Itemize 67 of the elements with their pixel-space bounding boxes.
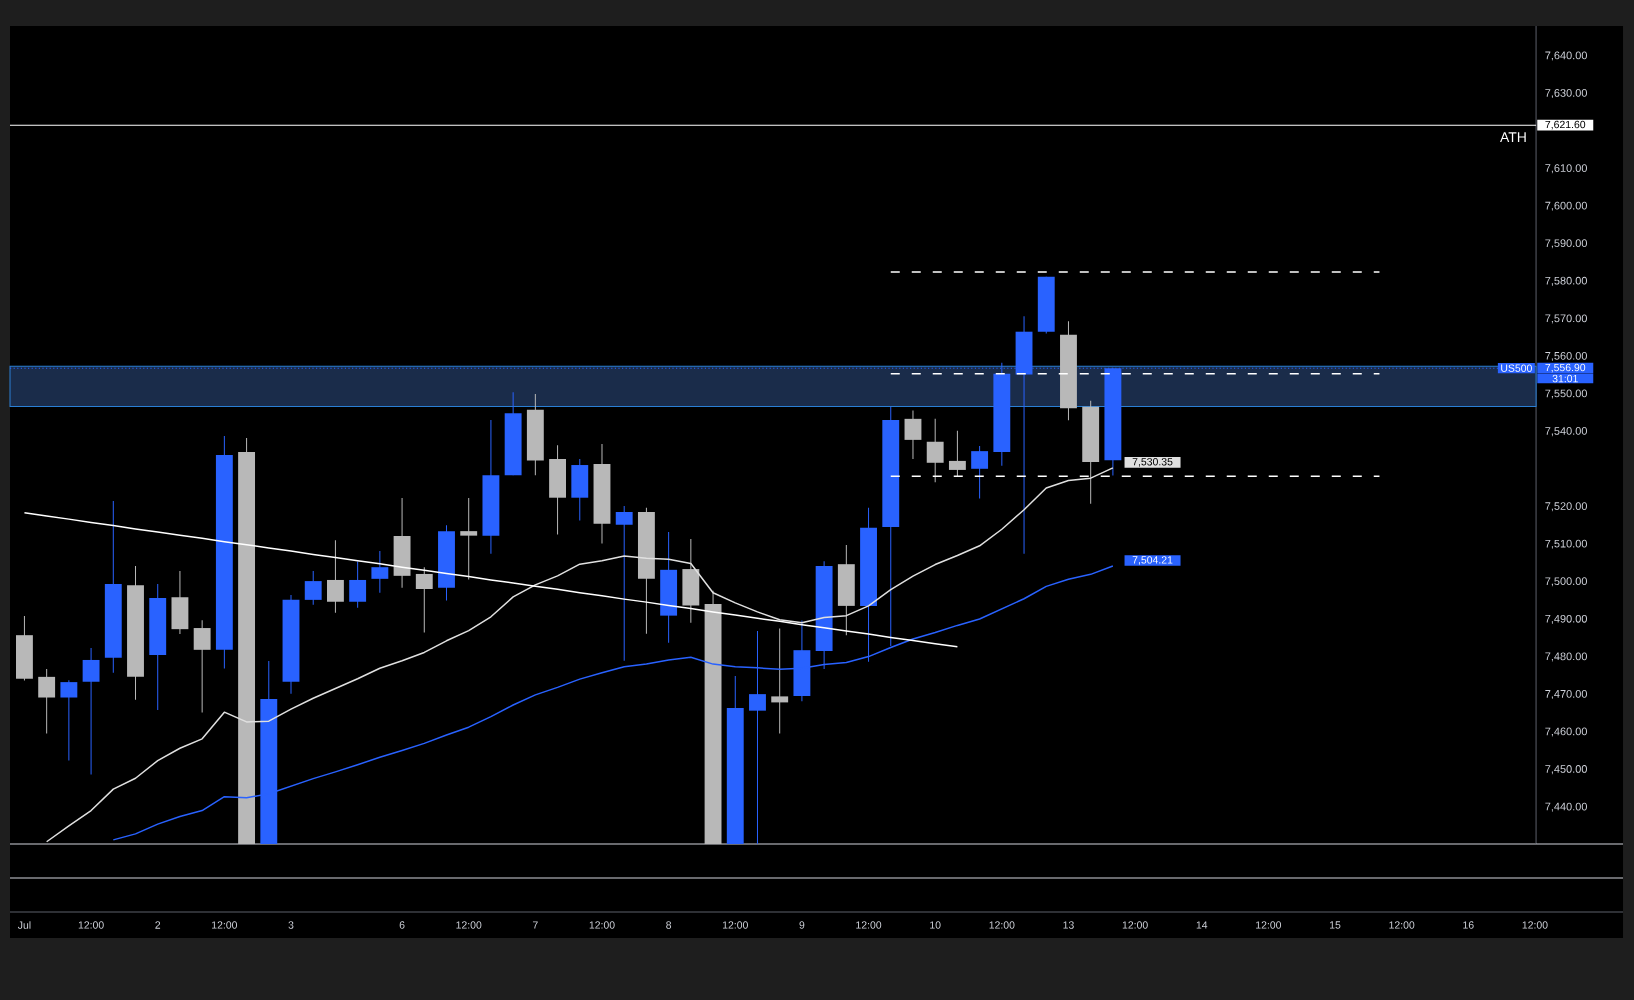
x-tick-label: 12:00	[1256, 921, 1282, 929]
x-tick-label: 14	[1196, 921, 1208, 929]
y-tick-label: 7,480.00	[1545, 652, 1587, 662]
y-tick-label: 7,540.00	[1545, 427, 1587, 437]
ref-line-label: US500	[1501, 364, 1532, 372]
x-tick-label: 12:00	[1522, 921, 1548, 929]
candlestick	[904, 410, 922, 460]
candlestick	[60, 679, 78, 762]
x-tick-label: 12:00	[989, 921, 1015, 929]
y-tick-label: 7,610.00	[1545, 164, 1587, 174]
candlestick	[771, 627, 789, 735]
x-tick-label: 13	[1063, 921, 1074, 929]
candlestick	[38, 668, 56, 735]
y-tick-label: 7,490.00	[1545, 614, 1587, 624]
x-tick-label: 12:00	[1122, 921, 1148, 929]
x-tick-label: 12:00	[212, 921, 238, 929]
candlestick	[926, 418, 944, 483]
candlestick	[615, 505, 633, 662]
y-tick-label: 7,640.00	[1545, 51, 1587, 61]
candlestick	[349, 561, 367, 609]
x-tick-label: 9	[799, 921, 805, 929]
x-tick-label: 12:00	[856, 921, 882, 929]
text: 31:01	[1552, 374, 1578, 383]
x-tick-label: 16	[1463, 921, 1474, 929]
y-tick-label: 7,600.00	[1545, 201, 1587, 211]
candlestick	[371, 550, 389, 594]
y-tick-label: 7,500.00	[1545, 577, 1587, 587]
x-tick-label: Jul	[17, 921, 31, 929]
candlestick	[971, 445, 989, 499]
x-tick-label: 6	[399, 921, 405, 929]
data-label: 7,504.21	[1132, 556, 1173, 565]
y-tick-label: 7,510.00	[1545, 539, 1587, 549]
candlestick	[460, 497, 478, 581]
x-tick-label: 15	[1330, 921, 1341, 929]
y-tick-label: 7,450.00	[1545, 765, 1587, 775]
text: 7,621.60	[1545, 120, 1586, 130]
x-tick-label: 3	[288, 921, 294, 929]
candlestick	[326, 539, 344, 614]
y-tick-label: 7,630.00	[1545, 89, 1587, 99]
candlestick	[304, 570, 322, 606]
candlestick	[948, 430, 966, 478]
line-series	[23, 511, 959, 648]
x-tick-label: 12:00	[78, 921, 104, 929]
y-tick-label: 7,520.00	[1545, 502, 1587, 512]
x-tick-label: 12:00	[456, 921, 482, 929]
line-series	[45, 467, 1114, 843]
x-tick-label: 12:00	[722, 921, 748, 929]
data-label: 7,530.35	[1132, 458, 1173, 467]
y-tick-label: 7,470.00	[1545, 690, 1587, 700]
y-tick-label: 7,460.00	[1545, 727, 1587, 737]
x-tick-label: 12:00	[1389, 921, 1415, 929]
y-tick-label: 7,590.00	[1545, 239, 1587, 249]
y-tick-label: 7,550.00	[1545, 389, 1587, 399]
x-tick-label: 8	[666, 921, 672, 929]
x-tick-label: 7	[532, 921, 538, 929]
text: 7,556.90	[1545, 363, 1586, 373]
y-tick-label: 7,440.00	[1545, 802, 1587, 812]
x-tick-label: 2	[155, 921, 161, 929]
candlestick	[415, 566, 433, 634]
y-tick-label: 7,580.00	[1545, 276, 1587, 286]
x-tick-label: 12:00	[589, 921, 615, 929]
y-tick-label: 7,570.00	[1545, 314, 1587, 324]
candlestick	[82, 647, 100, 776]
x-tick-label: 10	[930, 921, 941, 929]
ref-line-label: ATH	[1500, 132, 1526, 142]
candlestick	[193, 619, 211, 714]
y-tick-label: 7,560.00	[1545, 351, 1587, 362]
